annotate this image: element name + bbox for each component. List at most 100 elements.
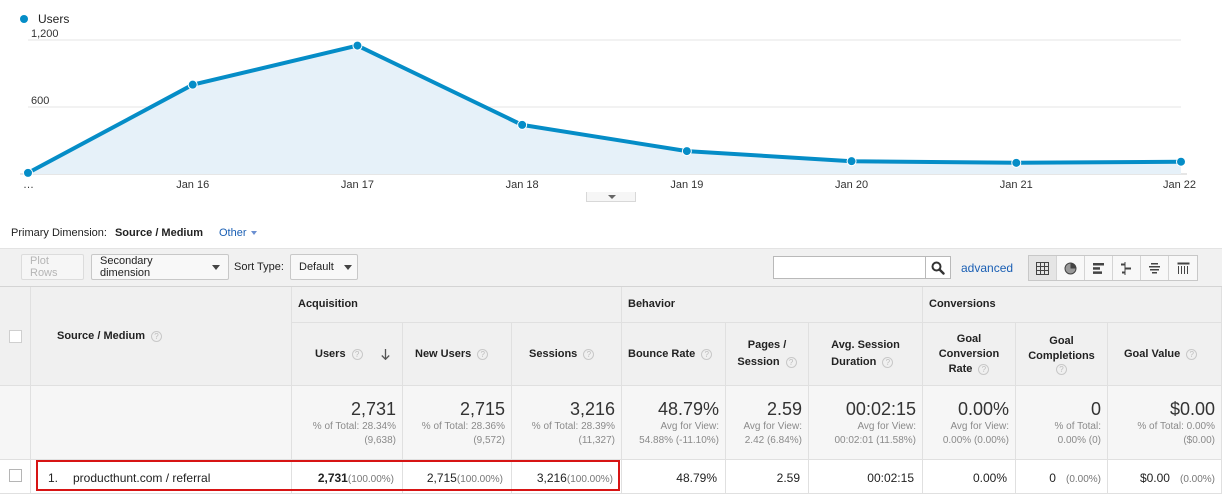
header-line: Goal — [1049, 334, 1074, 347]
totals-blank-cell — [0, 386, 31, 460]
term-cloud-view-button[interactable] — [1141, 256, 1169, 280]
row-new-users-value: 2,715 — [426, 471, 457, 485]
help-icon[interactable]: ? — [701, 348, 713, 360]
totals-pages-session-cell: 2.59 Avg for View: 2.42 (6.84%) — [726, 386, 809, 460]
x-tick-label: Jan 17 — [341, 179, 374, 191]
row-sessions-cell: 3,216(100.00%) — [512, 460, 622, 494]
row-goal-value-value: $0.00 — [1139, 471, 1170, 485]
advanced-filter-link[interactable]: advanced — [961, 261, 1014, 275]
y-tick-label: 600 — [31, 95, 49, 107]
total-value: 0 — [1090, 399, 1101, 419]
help-icon[interactable]: ? — [151, 330, 163, 342]
totals-goal-value: $0.00 % of Total: 0.00% ($0.00) — [1137, 399, 1215, 447]
row-sessions-value: 3,216 — [536, 471, 567, 485]
totals-goal-value-cell: $0.00 % of Total: 0.00% ($0.00) — [1108, 386, 1222, 460]
header-line: Conversion — [938, 347, 1000, 360]
x-tick-label: Jan 20 — [835, 179, 868, 191]
chart-area — [27, 43, 1182, 175]
pivot-view-button[interactable] — [1169, 256, 1197, 280]
primary-dimension-source-medium[interactable]: Source / Medium — [114, 227, 203, 239]
table-view-button[interactable] — [1029, 256, 1057, 280]
secondary-dimension-dropdown[interactable]: Secondary dimension — [91, 254, 229, 280]
users-line-chart: 1,200 600 … Jan 16 Jan 17 Jan 18 Jan 19 Jan 20 J… — [20, 28, 1196, 191]
series-area-fill — [28, 45, 1181, 174]
legend-label: Users — [38, 12, 70, 26]
row-new-users-cell: 2,715(100.00%) — [403, 460, 512, 494]
row-goal-conv-rate: 0.00% — [972, 471, 1007, 485]
total-subtext: % of Total: 0.00% — [1137, 421, 1215, 432]
help-icon[interactable]: ? — [351, 348, 363, 360]
row-index: 1. — [48, 471, 59, 485]
header-line: Duration — [831, 356, 877, 368]
goal-completions-column-header[interactable]: Goal Completions ? — [1016, 323, 1108, 386]
sort-type-label: Sort Type: — [234, 261, 284, 273]
dimension-header-label: Source / Medium — [57, 330, 146, 342]
pages-per-session-column-header[interactable]: Pages / Session? — [726, 323, 809, 386]
total-value: 3,216 — [569, 399, 615, 419]
row-users-percent: (100.00%) — [347, 474, 394, 485]
chart-labels: 1,200 600 … Jan 16 Jan 17 Jan 18 Jan 19 Jan 20 J… — [23, 28, 1196, 191]
performance-view-button[interactable] — [1085, 256, 1113, 280]
series-line-users — [27, 43, 1182, 175]
row-goal-value-percent: (0.00%) — [1179, 474, 1215, 485]
row-dimension-link[interactable]: producthunt.com / referral — [73, 471, 211, 485]
bounce-rate-column-header[interactable]: Bounce Rate ? — [622, 323, 726, 386]
report-table: Source / Medium ? Acquisition Behavior C… — [0, 286, 1222, 497]
total-subtext: Avg for View: — [950, 421, 1009, 432]
total-value: 2,715 — [459, 399, 505, 419]
row-sessions-percent: (100.00%) — [566, 474, 613, 485]
avg-session-duration-column-header[interactable]: Avg. Session Duration? — [809, 323, 923, 386]
total-subtext: Avg for View: — [743, 421, 802, 432]
users-column-header[interactable]: Users ? — [292, 323, 403, 386]
plot-rows-button[interactable]: Plot Rows — [21, 254, 84, 280]
total-subtext: 0.00% (0) — [1057, 435, 1101, 446]
total-subtext: 00:02:01 (11.58%) — [834, 435, 916, 446]
chevron-down-icon — [212, 264, 220, 270]
help-icon[interactable]: ? — [1186, 348, 1198, 360]
goal-value-column-header[interactable]: Goal Value ? — [1108, 323, 1222, 386]
total-subtext: (11,327) — [578, 435, 615, 446]
view-switcher — [1028, 255, 1198, 281]
totals-sessions: 3,216 % of Total: 28.39% (11,327) — [532, 399, 615, 447]
totals-avg-duration: 00:02:15 Avg for View: 00:02:01 (11.58%) — [834, 399, 916, 447]
help-icon[interactable]: ? — [882, 357, 894, 368]
select-all-checkbox[interactable] — [9, 330, 22, 343]
total-subtext: 2.42 (6.84%) — [744, 435, 802, 446]
chart-collapse-toggle[interactable] — [586, 192, 636, 202]
totals-bounce-rate: 48.79% Avg for View: 54.88% (-11.10%) — [639, 399, 719, 447]
table-search-input[interactable] — [773, 256, 926, 279]
header-line: Avg. Session — [831, 339, 900, 351]
row-bounce-rate: 48.79% — [676, 471, 717, 485]
row-avg-duration-cell: 00:02:15 — [809, 460, 923, 494]
goal-conversion-rate-column-header[interactable]: Goal Conversion Rate? — [923, 323, 1016, 386]
row-pages-session: 2.59 — [776, 471, 800, 485]
totals-bounce-rate-cell: 48.79% Avg for View: 54.88% (-11.10%) — [622, 386, 726, 460]
help-icon[interactable]: ? — [978, 363, 990, 375]
row-goal-conv-rate-cell: 0.00% — [923, 460, 1016, 494]
comparison-view-button[interactable] — [1113, 256, 1141, 280]
new-users-column-header[interactable]: New Users ? — [403, 323, 512, 386]
help-icon[interactable]: ? — [477, 348, 489, 360]
chart-points — [23, 40, 1186, 178]
totals-avg-duration-cell: 00:02:15 Avg for View: 00:02:01 (11.58%) — [809, 386, 923, 460]
x-tick-label: Jan 22 — [1163, 179, 1196, 191]
table-row-dimension: 1. producthunt.com / referral — [31, 460, 292, 494]
row-goal-completions: 0 (0.00%) — [1049, 471, 1101, 485]
primary-dimension-other-dropdown[interactable]: Other — [219, 227, 257, 239]
header-line: Completions — [1028, 349, 1095, 362]
goal-conversion-rate-header-label: Goal Conversion Rate? — [938, 332, 1000, 377]
totals-users-cell: 2,731 % of Total: 28.34% (9,638) — [292, 386, 403, 460]
sort-type-dropdown[interactable]: Default — [290, 254, 358, 280]
help-icon[interactable]: ? — [1056, 363, 1067, 375]
sort-descending-arrow-icon — [380, 348, 390, 360]
help-icon[interactable]: ? — [785, 357, 797, 368]
total-value: 2.59 — [766, 399, 802, 419]
dimension-column-header[interactable]: Source / Medium ? — [31, 287, 292, 386]
search-button[interactable] — [926, 256, 951, 279]
total-subtext: % of Total: — [1054, 421, 1101, 432]
x-tick-label: Jan 16 — [176, 179, 209, 191]
sessions-column-header[interactable]: Sessions ? — [512, 323, 622, 386]
pie-view-button[interactable] — [1057, 256, 1085, 280]
row-checkbox[interactable] — [9, 469, 22, 482]
help-icon[interactable]: ? — [583, 348, 595, 360]
